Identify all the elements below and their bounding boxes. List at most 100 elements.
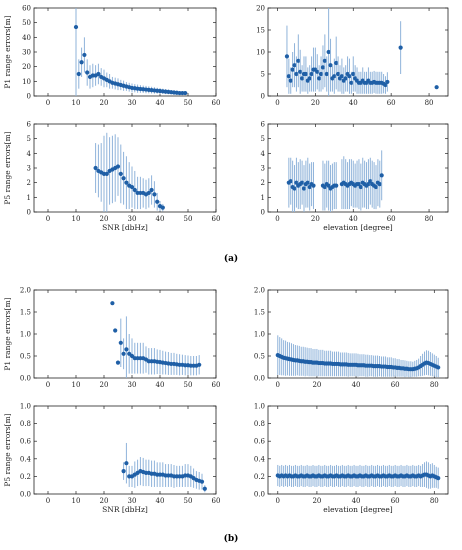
- x-tick-label: 0: [46, 215, 50, 223]
- data-point: [336, 71, 341, 77]
- x-tick-label: 30: [128, 381, 137, 389]
- data-point: [199, 479, 205, 484]
- x-axis-label: elevation [degree]: [323, 505, 393, 514]
- data-point: [347, 74, 352, 79]
- data-point: [121, 469, 126, 474]
- x-tick-label: 30: [128, 99, 137, 107]
- data-point: [149, 187, 154, 193]
- data-point: [82, 52, 87, 58]
- data-point: [294, 71, 299, 77]
- y-tick-label: 6: [27, 121, 32, 129]
- x-tick-label: 40: [352, 497, 361, 505]
- y-tick-label: 5: [261, 135, 265, 143]
- y-axis-label: P1 range errors[m]: [3, 15, 12, 88]
- data-point: [339, 74, 344, 79]
- data-point: [118, 171, 123, 176]
- figure-label-b: (b): [224, 533, 239, 544]
- data-point: [436, 365, 441, 370]
- x-tick-label: 20: [312, 381, 321, 389]
- data-point: [115, 164, 121, 169]
- y-tick-label: 1: [27, 194, 31, 202]
- data-point: [290, 67, 295, 72]
- x-axis-label: SNR [dbHz]: [102, 223, 148, 232]
- x-tick-label: 0: [46, 497, 50, 505]
- y-tick-label: 1.0: [20, 403, 31, 411]
- chart-b-br: 0 20 40 60 80 0.0 0.2 0.4 0.6 0.8 1.0 elevation [de…: [254, 403, 449, 514]
- chart-a-tl: 0 10 20 30 40 50 60 0 10 20 30 40 50 60 P1 range error…: [3, 5, 220, 108]
- y-tick-label: 4: [261, 150, 266, 158]
- data-point: [288, 78, 293, 83]
- y-tick-label: 60: [22, 5, 31, 13]
- data-point: [300, 76, 305, 81]
- data-point: [118, 340, 123, 345]
- x-tick-label: 10: [72, 497, 81, 505]
- chart-b-tr: 0 20 40 60 80 0.0 0.5 1.0 1.5 2.0: [254, 287, 449, 389]
- x-tick-label: 40: [156, 99, 165, 107]
- data-point: [398, 45, 403, 50]
- data-point: [76, 71, 81, 77]
- data-point: [320, 65, 326, 70]
- data-point: [351, 71, 356, 77]
- data-point: [307, 76, 312, 81]
- chart-b-tl: 0 10 20 30 40 50 60 0.0 0.5 1.0 1.5 2.0 P1 range err…: [3, 287, 220, 390]
- x-tick-label: 30: [128, 497, 137, 505]
- y-tick-label: 2: [261, 179, 265, 187]
- y-tick-label: 1.5: [254, 309, 265, 317]
- x-tick-label: 20: [312, 497, 321, 505]
- y-tick-label: 0.2: [254, 473, 265, 481]
- data-point: [121, 351, 126, 356]
- data-point: [343, 76, 348, 81]
- plot-frame: [267, 405, 449, 495]
- y-axis-label: P5 range errors[m]: [3, 131, 12, 204]
- x-tick-label: 80: [430, 497, 439, 505]
- y-tick-label: 1.0: [254, 331, 265, 339]
- chart-a-br: 0 20 40 60 80 0 1 2 3 4 5 6 elevation [degree]: [261, 121, 449, 232]
- data-point: [303, 71, 308, 77]
- y-axis-label: P1 range errors[m]: [3, 297, 12, 370]
- y-tick-label: 0.0: [254, 375, 265, 383]
- y-tick-label: 30: [22, 49, 31, 57]
- x-tick-label: 50: [184, 215, 193, 223]
- data-point: [160, 205, 165, 210]
- x-tick-label: 0: [275, 99, 279, 107]
- data-point: [318, 71, 324, 77]
- y-tick-label: 2.0: [254, 287, 265, 295]
- y-tick-label: 10: [256, 49, 265, 57]
- y-tick-label: 0: [27, 209, 31, 217]
- data-point: [93, 165, 98, 171]
- y-tick-label: 0.5: [254, 353, 265, 361]
- data-point: [334, 183, 339, 188]
- data-point: [300, 180, 305, 185]
- y-tick-label: 20: [256, 5, 265, 13]
- x-tick-label: 20: [311, 99, 320, 107]
- data-point: [288, 179, 293, 184]
- x-tick-label: 20: [100, 215, 109, 223]
- data-point: [79, 60, 84, 65]
- data-point: [121, 176, 126, 181]
- y-tick-label: 3: [261, 165, 265, 173]
- y-tick-label: 1: [261, 194, 265, 202]
- y-tick-label: 0.6: [20, 438, 32, 446]
- y-tick-label: 0.8: [20, 420, 31, 428]
- data-point: [296, 58, 301, 63]
- data-point: [298, 69, 303, 74]
- data-point: [124, 180, 129, 185]
- data-point: [377, 182, 382, 187]
- x-tick-label: 60: [212, 215, 221, 223]
- x-tick-label: 60: [387, 215, 396, 223]
- chart-a-tr: 0 20 40 60 80 0 5 10 15 20: [256, 5, 449, 107]
- data-point: [309, 71, 314, 77]
- data-point: [85, 70, 90, 75]
- x-tick-label: 50: [184, 497, 193, 505]
- data-point: [349, 80, 354, 85]
- data-point: [146, 190, 151, 196]
- data-point: [385, 79, 390, 85]
- y-tick-label: 10: [22, 78, 31, 86]
- y-tick-label: 5: [27, 135, 31, 143]
- data-point: [183, 90, 188, 96]
- x-tick-label: 0: [276, 497, 280, 505]
- x-tick-label: 10: [72, 99, 81, 107]
- data-point: [383, 82, 388, 88]
- y-tick-label: 20: [22, 63, 31, 71]
- data-point: [292, 186, 297, 191]
